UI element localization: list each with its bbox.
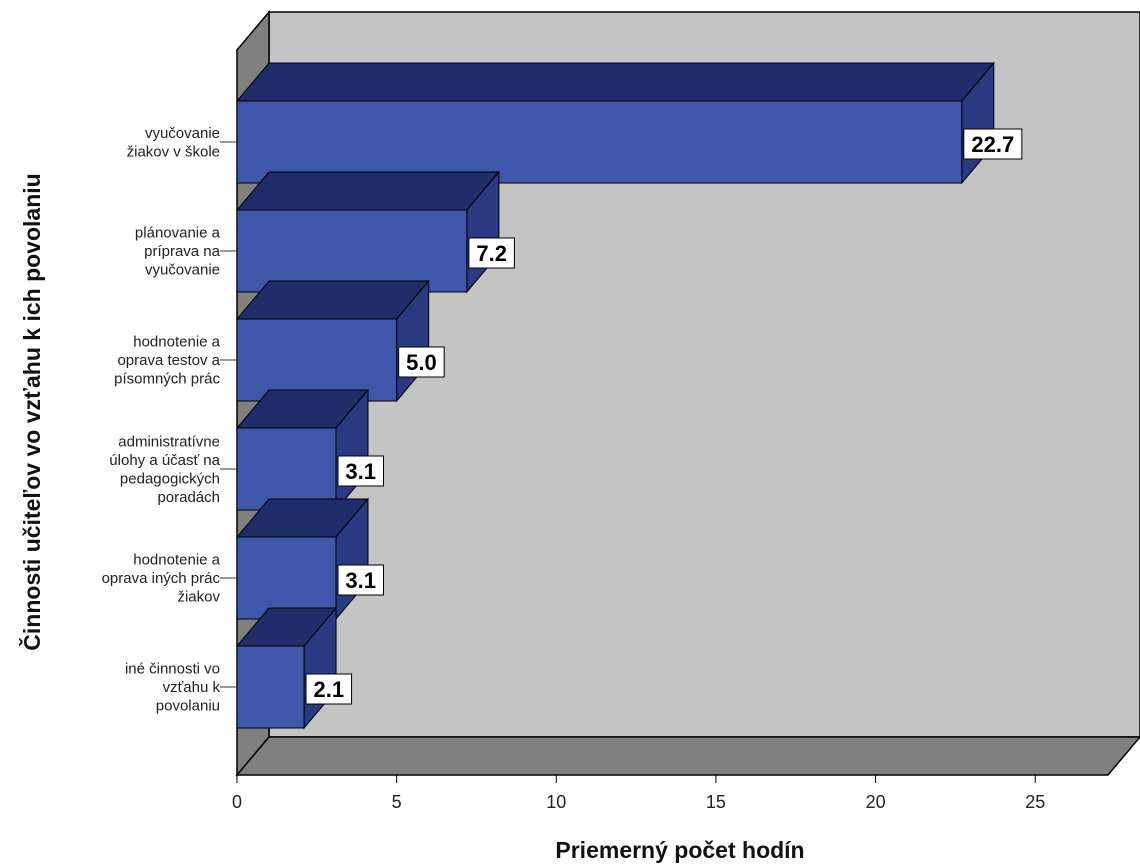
data-label: 5.0 — [406, 350, 437, 375]
chart-bars: 22.7 7.2 5.0 3.1 3.1 2.1 — [235, 61, 1023, 730]
data-label: 3.1 — [345, 568, 376, 593]
bar — [236, 645, 305, 729]
category-label-line: hodnotenie a — [133, 334, 220, 351]
data-label: 22.7 — [971, 132, 1014, 157]
data-label-box — [963, 128, 1023, 160]
bar-group: 5.0 — [235, 279, 445, 403]
category-label-line: úlohy a účasť na — [109, 452, 220, 469]
bar-top — [235, 280, 430, 320]
data-label-box — [468, 237, 515, 269]
category-label: iné činnosti vo vzťahu k povolaniu — [125, 661, 221, 715]
category-label-line: príprava na — [144, 243, 221, 260]
x-tick-label: 5 — [392, 792, 402, 812]
bar — [236, 427, 337, 511]
category-label: plánovanie a príprava na vyučovanie — [135, 225, 221, 279]
category-label-line: vyučovanie — [145, 262, 220, 279]
y-axis-title: Činnosti učiteľov vo vzťahu k ich povola… — [18, 173, 45, 650]
data-label-box — [398, 346, 445, 378]
data-label-box — [305, 673, 353, 705]
bar-group: 3.1 — [235, 388, 384, 512]
category-label-line: iné činnosti vo — [125, 661, 220, 678]
bar-group: 7.2 — [235, 170, 515, 294]
x-tick-label: 10 — [546, 792, 566, 812]
bar — [236, 209, 468, 293]
data-label-box — [337, 564, 384, 596]
category-label-line: plánovanie a — [135, 225, 221, 242]
floor — [235, 736, 1140, 776]
category-label-line: oprava testov a — [117, 352, 220, 369]
bar — [236, 100, 963, 184]
category-label: vyučovanie žiakov v škole — [127, 125, 220, 161]
x-axis: 0 5 10 15 20 25 — [232, 775, 1045, 812]
category-label-line: administratívne — [118, 433, 220, 450]
data-label: 2.1 — [314, 677, 345, 702]
x-tick-label: 0 — [232, 792, 242, 812]
bar-group: 22.7 — [235, 61, 1023, 185]
x-tick-label: 20 — [866, 792, 886, 812]
bar-group: 2.1 — [235, 606, 353, 730]
category-label-line: hodnotenie a — [133, 552, 220, 569]
category-label-line: písomných prác — [114, 371, 220, 388]
category-label-line: vzťahu k — [163, 679, 221, 696]
bar-top — [235, 62, 995, 102]
x-tick-label: 15 — [706, 792, 726, 812]
category-label: administratívne úlohy a účasť na pedagogic… — [109, 433, 220, 506]
data-label: 3.1 — [345, 459, 376, 484]
category-label: hodnotenie a oprava iných prác žiakov — [102, 552, 221, 606]
bar-group: 3.1 — [235, 497, 384, 621]
bar — [236, 318, 398, 402]
category-label-line: oprava iných prác — [102, 570, 221, 587]
category-label-line: povolaniu — [156, 698, 220, 715]
data-label-box — [337, 455, 384, 487]
category-label-line: žiakov v škole — [127, 143, 220, 160]
data-label: 7.2 — [476, 241, 507, 266]
category-label-line: poradách — [157, 489, 220, 506]
bar — [236, 536, 337, 620]
category-label: hodnotenie a oprava testov a písomných prá… — [114, 334, 221, 388]
bar-top — [235, 171, 500, 211]
category-label-line: vyučovanie — [145, 125, 220, 142]
category-label-line: žiakov — [177, 589, 220, 606]
category-label-line: pedagogických — [120, 470, 220, 487]
x-tick-label: 25 — [1025, 792, 1045, 812]
x-axis-title: Priemerný počet hodín — [555, 837, 804, 863]
